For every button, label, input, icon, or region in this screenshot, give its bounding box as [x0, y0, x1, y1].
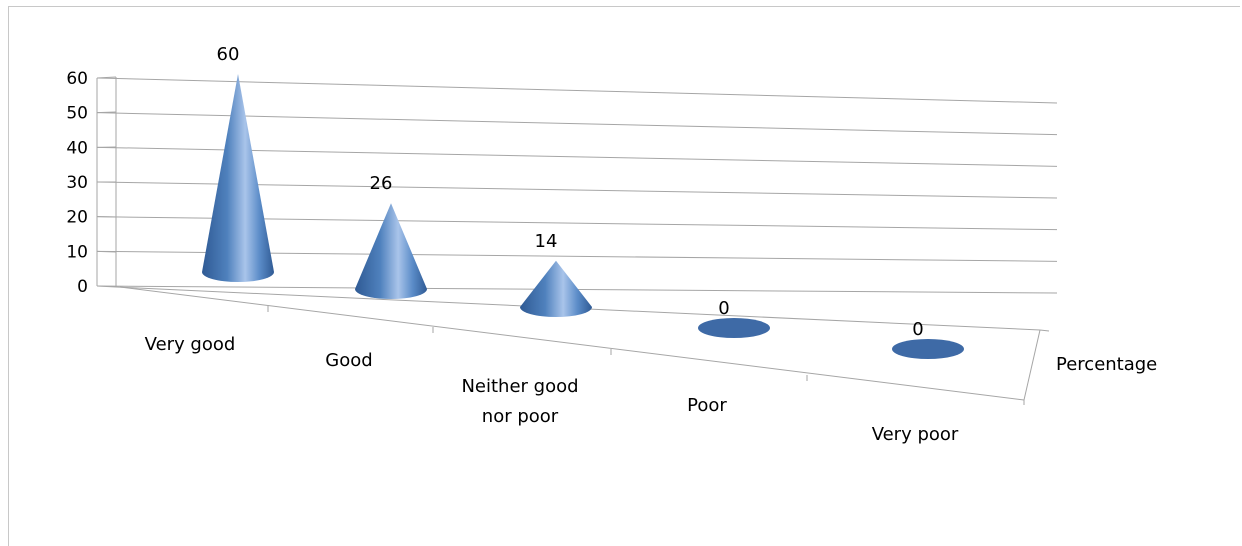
y-tick-labels: 0 10 20 30 40 50 60 — [66, 69, 88, 297]
series-axis-label: Percentage — [1056, 354, 1157, 375]
category-label: Very poor — [872, 424, 959, 445]
category-label-line: Very good — [145, 334, 236, 355]
y-tick-label: 20 — [66, 208, 88, 228]
category-label-line: Neither good — [461, 376, 578, 397]
data-label: 60 — [217, 44, 240, 65]
category-label-line: Poor — [687, 395, 727, 416]
data-label: 0 — [912, 319, 923, 340]
category-label: Neither good nor poor — [461, 376, 578, 427]
cone-base — [892, 339, 964, 359]
series-tick — [1040, 330, 1049, 331]
cone — [202, 74, 274, 282]
y-tick-label: 40 — [66, 138, 88, 158]
category-label-line: Good — [325, 350, 372, 371]
cone-base — [698, 318, 770, 338]
y-tick-label: 30 — [66, 173, 88, 193]
category-label-line: Very poor — [872, 424, 959, 445]
category-label: Good — [325, 350, 372, 371]
y-tick-label: 60 — [66, 69, 88, 89]
y-tick-label: 50 — [66, 104, 88, 124]
cone — [355, 203, 427, 299]
floor-right-edge — [1024, 330, 1040, 400]
category-label: Poor — [687, 395, 727, 416]
data-label: 14 — [535, 231, 558, 252]
category-label: Very good — [145, 334, 236, 355]
category-labels: Very good Good Neither good nor poor Poor Ver… — [145, 334, 959, 445]
data-label: 26 — [370, 173, 393, 194]
category-label-line: nor poor — [482, 406, 559, 427]
data-label: 0 — [718, 298, 729, 319]
cones — [202, 74, 964, 359]
y-tick-label: 0 — [77, 277, 88, 297]
y-tick-label: 10 — [66, 242, 88, 262]
